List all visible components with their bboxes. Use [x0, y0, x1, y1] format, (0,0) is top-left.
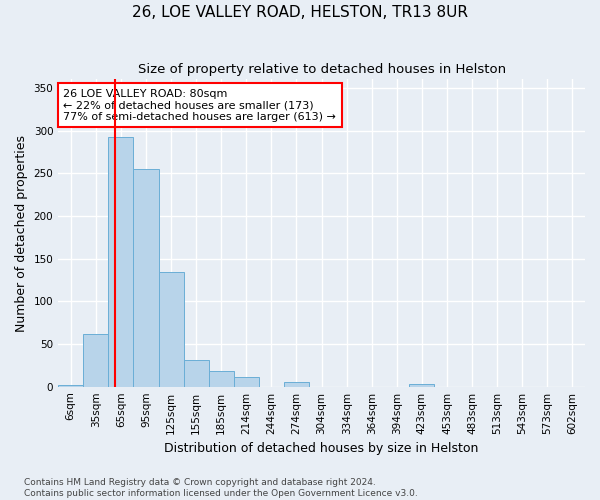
Title: Size of property relative to detached houses in Helston: Size of property relative to detached ho… [137, 62, 506, 76]
Bar [409, 384, 434, 386]
Bar [133, 169, 158, 386]
Bar [209, 372, 234, 386]
Text: Contains HM Land Registry data © Crown copyright and database right 2024.
Contai: Contains HM Land Registry data © Crown c… [24, 478, 418, 498]
Y-axis label: Number of detached properties: Number of detached properties [15, 134, 28, 332]
Bar [83, 334, 109, 386]
Bar [109, 136, 133, 386]
Bar [234, 378, 259, 386]
Bar [284, 382, 309, 386]
X-axis label: Distribution of detached houses by size in Helston: Distribution of detached houses by size … [164, 442, 479, 455]
Bar [58, 385, 83, 386]
Bar [158, 272, 184, 386]
Bar [184, 360, 209, 386]
Text: 26, LOE VALLEY ROAD, HELSTON, TR13 8UR: 26, LOE VALLEY ROAD, HELSTON, TR13 8UR [132, 5, 468, 20]
Text: 26 LOE VALLEY ROAD: 80sqm
← 22% of detached houses are smaller (173)
77% of semi: 26 LOE VALLEY ROAD: 80sqm ← 22% of detac… [64, 88, 337, 122]
